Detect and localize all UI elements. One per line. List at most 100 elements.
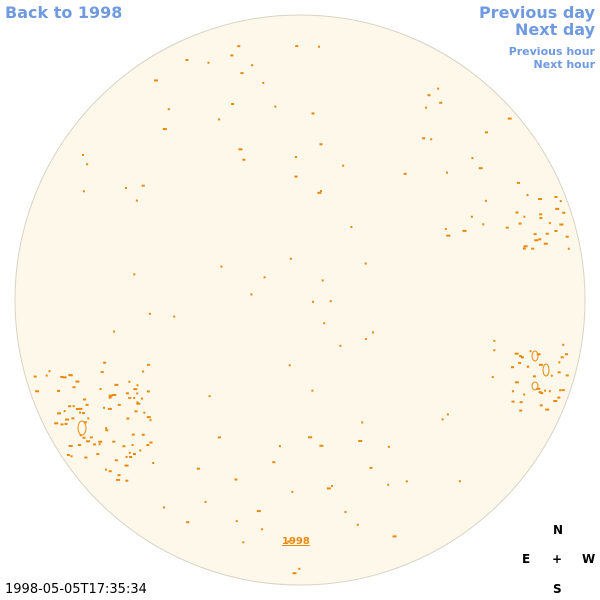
active-region [98,443,101,446]
next-day-link[interactable]: Next day [515,20,595,39]
active-region [311,389,314,392]
active-region [361,421,364,424]
active-region [493,349,496,352]
previous-hour-link[interactable]: Previous hour [508,45,595,58]
active-region [511,390,514,393]
active-region [135,199,138,202]
active-region [538,238,542,241]
active-region [491,376,494,379]
active-region [173,315,176,318]
active-region [149,419,152,422]
active-region [86,440,91,443]
active-region [125,392,129,395]
next-hour-link[interactable]: Next hour [533,58,596,71]
active-region [262,81,265,84]
active-region [554,195,558,198]
compass-north: N [553,523,564,537]
active-region [220,265,223,268]
active-region [317,191,322,194]
active-region [505,226,509,229]
active-region [128,451,131,454]
active-region [140,397,143,400]
active-region [141,433,145,436]
active-region [539,213,543,216]
active-region [139,449,142,452]
active-region [531,350,539,362]
back-link[interactable]: Back to 1998 [5,3,123,22]
active-region [72,405,75,408]
active-region [425,106,428,109]
active-region [77,420,87,436]
active-region [99,388,102,391]
active-region [294,175,298,178]
active-region [274,105,277,108]
active-region [312,300,315,303]
active-region [516,181,520,184]
active-region [57,412,62,415]
active-region [152,462,155,465]
active-region [45,374,48,377]
active-region [319,190,322,193]
active-region [35,390,40,393]
active-region [133,388,138,391]
active-region [231,103,235,106]
active-region [218,118,221,121]
active-region [430,138,433,141]
active-region [33,375,37,378]
active-region [242,541,245,544]
active-region [147,363,151,366]
active-region [125,186,128,189]
active-region [250,293,253,296]
active-region [422,137,426,140]
active-region [550,374,553,377]
active-region [519,409,523,412]
active-region [565,235,569,238]
active-region [291,490,294,493]
active-region [543,242,548,245]
active-region [484,199,487,202]
active-region [129,456,133,459]
previous-day-link[interactable]: Previous day [478,3,595,22]
active-region [133,396,136,399]
active-region [234,478,238,481]
active-region [148,312,151,315]
year-link[interactable]: 1998 [282,536,310,547]
active-region [75,380,80,383]
active-region [518,222,522,225]
active-region [529,350,532,353]
active-region [470,215,473,218]
active-region [538,363,543,366]
active-region [557,396,561,399]
active-region [122,445,126,448]
active-region [125,479,129,482]
active-region [238,148,243,151]
active-region [83,398,87,401]
active-region [79,434,82,437]
active-region [124,464,129,467]
active-region [511,366,515,369]
active-region [112,440,116,443]
active-region [554,229,558,232]
active-region [133,273,136,276]
active-region [540,392,544,395]
active-region [125,455,128,458]
active-region [146,416,151,419]
active-region [545,408,550,411]
active-region [515,211,519,214]
active-region [522,247,526,250]
active-region [321,279,324,282]
active-region [294,156,297,159]
active-region [318,45,321,48]
active-region [372,331,375,334]
active-region [142,370,145,373]
active-region [237,45,241,48]
active-region [196,467,200,470]
active-region [446,171,449,174]
active-region [93,443,97,446]
active-region [392,535,397,538]
active-region [558,361,561,364]
active-region [105,468,108,471]
active-region [319,143,323,146]
